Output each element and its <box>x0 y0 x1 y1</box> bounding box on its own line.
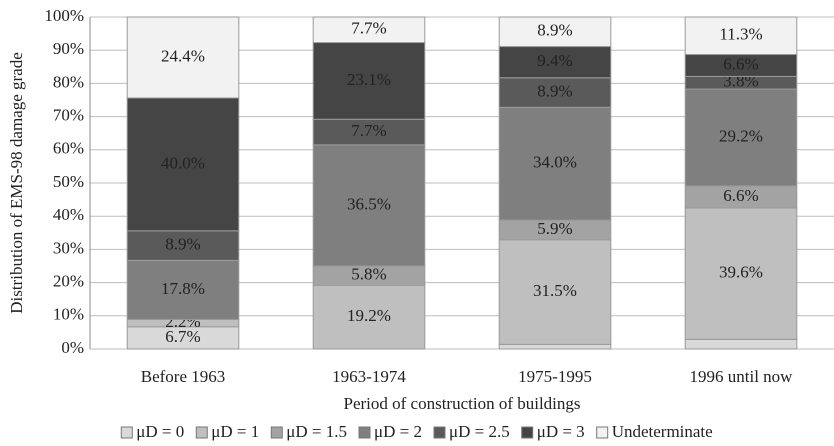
y-tick-label: 60% <box>53 139 84 158</box>
x-tick-label: 1996 until now <box>690 367 794 386</box>
data-label: 31.5% <box>533 281 577 300</box>
bar-segment <box>498 16 612 48</box>
data-label: 6.6% <box>723 186 758 205</box>
bar-segment <box>312 42 426 120</box>
y-tick-label: 80% <box>53 72 84 91</box>
data-label: 7.7% <box>351 121 386 140</box>
bar-segment <box>312 144 426 267</box>
bar-segment <box>312 284 426 350</box>
legend-label: μD = 0 <box>136 422 184 441</box>
data-label: 7.7% <box>351 19 386 38</box>
legend-item: μD = 0 <box>120 422 184 441</box>
data-label: 34.0% <box>533 153 577 172</box>
bar-segment <box>684 88 798 187</box>
bar-segment <box>126 97 240 232</box>
legend-swatch <box>270 426 283 439</box>
legend-item: μD = 1.5 <box>270 422 347 441</box>
y-tick-label: 30% <box>53 238 84 257</box>
data-label: 36.5% <box>347 194 391 213</box>
bar-segment <box>312 16 426 44</box>
data-label: 5.8% <box>351 265 386 284</box>
x-axis-title: Period of construction of buildings <box>343 394 580 413</box>
x-tick-label: Before 1963 <box>141 367 226 386</box>
legend-swatch <box>358 426 371 439</box>
data-label: 40.0% <box>161 153 205 172</box>
y-tick-label: 20% <box>53 272 84 291</box>
data-label: 9.4% <box>537 51 572 70</box>
legend-label: μD = 1.5 <box>286 422 347 441</box>
legend-item: μD = 3 <box>521 422 585 441</box>
legend-swatch <box>596 426 609 439</box>
bar-segment <box>684 338 798 350</box>
legend-label: μD = 1 <box>211 422 259 441</box>
data-label: 6.6% <box>723 54 758 73</box>
bar-segment <box>684 207 798 340</box>
data-label: 5.9% <box>537 219 572 238</box>
bar-segment <box>684 16 798 56</box>
y-tick-label: 70% <box>53 106 84 125</box>
legend-swatch <box>521 426 534 439</box>
legend-label: Undeterminate <box>612 422 713 441</box>
data-label: 29.2% <box>719 126 763 145</box>
bar-segment <box>498 77 612 108</box>
data-label: 8.9% <box>537 21 572 40</box>
y-tick-label: 90% <box>53 39 84 58</box>
data-label: 11.3% <box>719 25 762 44</box>
data-label: 6.7% <box>165 327 200 346</box>
y-tick-label: 50% <box>53 172 84 191</box>
y-tick-label: 10% <box>53 305 84 324</box>
legend-item: μD = 1 <box>195 422 259 441</box>
bar-segment <box>126 16 240 99</box>
legend-item: Undeterminate <box>596 422 713 441</box>
data-label: 8.9% <box>165 234 200 253</box>
legend-item: μD = 2.5 <box>433 422 510 441</box>
legend-label: μD = 2.5 <box>449 422 510 441</box>
legend-swatch <box>195 426 208 439</box>
y-tick-label: 40% <box>53 205 84 224</box>
bar-segment <box>312 118 426 146</box>
y-tick-label: 100% <box>44 6 84 25</box>
y-tick-label: 0% <box>61 338 84 357</box>
bar-segment <box>498 343 612 350</box>
x-tick-label: 1963-1974 <box>332 367 406 386</box>
data-label: 39.6% <box>719 263 763 282</box>
legend-swatch <box>433 426 446 439</box>
y-axis-title: Distribution of EMS-98 damage grade <box>7 52 26 314</box>
bar-segment <box>498 239 612 345</box>
data-label: 17.8% <box>161 279 205 298</box>
bar-segment <box>498 46 612 79</box>
data-label: 24.4% <box>161 46 205 65</box>
bar-segment <box>126 259 240 320</box>
data-label: 8.9% <box>537 81 572 100</box>
x-tick-label: 1975-1995 <box>518 367 592 386</box>
bar-segment <box>126 230 240 261</box>
legend-swatch <box>120 426 133 439</box>
legend-item: μD = 2 <box>358 422 422 441</box>
data-label: 19.2% <box>347 306 391 325</box>
data-label: 23.1% <box>347 70 391 89</box>
legend-label: μD = 3 <box>537 422 585 441</box>
legend-label: μD = 2 <box>374 422 422 441</box>
bar-segment <box>498 106 612 221</box>
